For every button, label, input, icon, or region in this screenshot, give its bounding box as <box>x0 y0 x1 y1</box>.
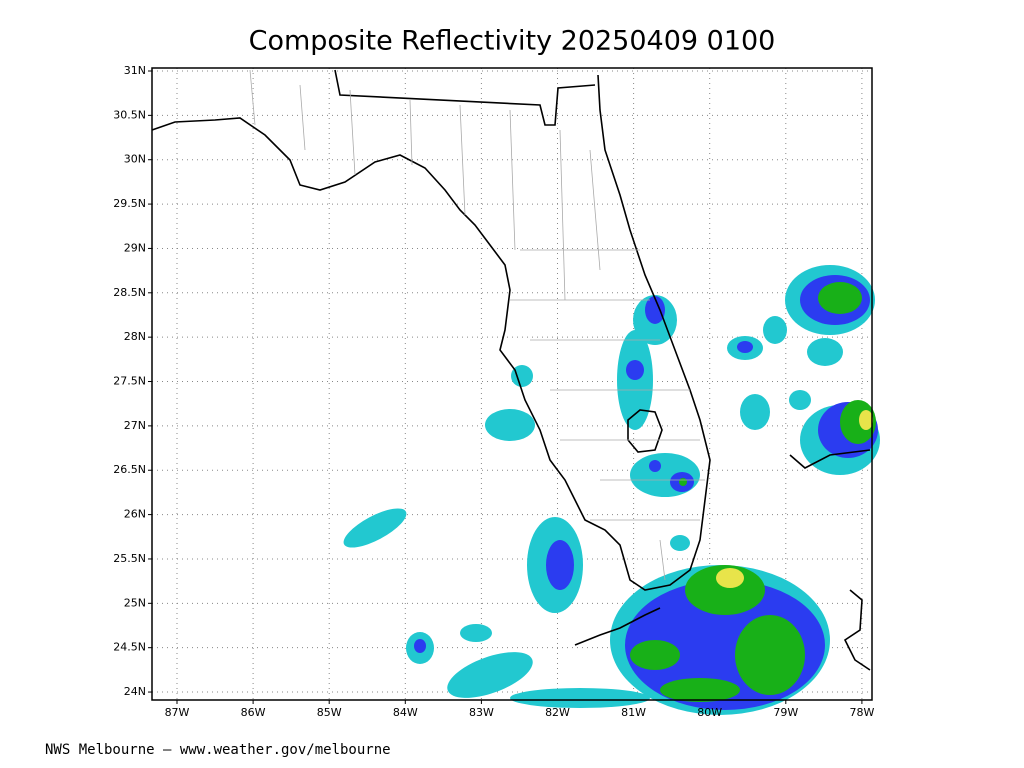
lon-label: 80W <box>697 706 722 719</box>
lat-label: 28N <box>124 330 146 343</box>
lat-label: 27.5N <box>113 375 146 388</box>
lon-label: 83W <box>469 706 494 719</box>
lat-label: 26N <box>124 508 146 521</box>
lon-label: 81W <box>621 706 646 719</box>
coastline <box>151 69 871 671</box>
lon-label: 82W <box>545 706 570 719</box>
plot-frame <box>151 67 873 701</box>
map-title: Composite Reflectivity 20250409 0100 <box>249 26 776 57</box>
lat-label: 30.5N <box>113 108 146 121</box>
lat-label: 29.5N <box>113 197 146 210</box>
lat-label: 31N <box>124 64 146 77</box>
lon-label: 84W <box>393 706 418 719</box>
lat-label: 29N <box>124 241 146 254</box>
reflectivity <box>343 265 880 715</box>
lat-label: 25N <box>124 596 146 609</box>
lat-label: 30N <box>124 153 146 166</box>
lat-label: 25.5N <box>113 552 146 565</box>
lat-label: 24.5N <box>113 641 146 654</box>
lon-label: 85W <box>317 706 342 719</box>
lat-label: 24N <box>124 685 146 698</box>
lon-label: 79W <box>773 706 798 719</box>
lat-label: 28.5N <box>113 286 146 299</box>
lat-label: 26.5N <box>113 463 146 476</box>
lon-label: 87W <box>165 706 190 719</box>
lon-label: 86W <box>241 706 266 719</box>
footer: NWS Melbourne — www.weather.gov/melbourn… <box>45 742 391 758</box>
lon-label: 78W <box>849 706 874 719</box>
lat-label: 27N <box>124 419 146 432</box>
county-lines <box>249 69 705 581</box>
